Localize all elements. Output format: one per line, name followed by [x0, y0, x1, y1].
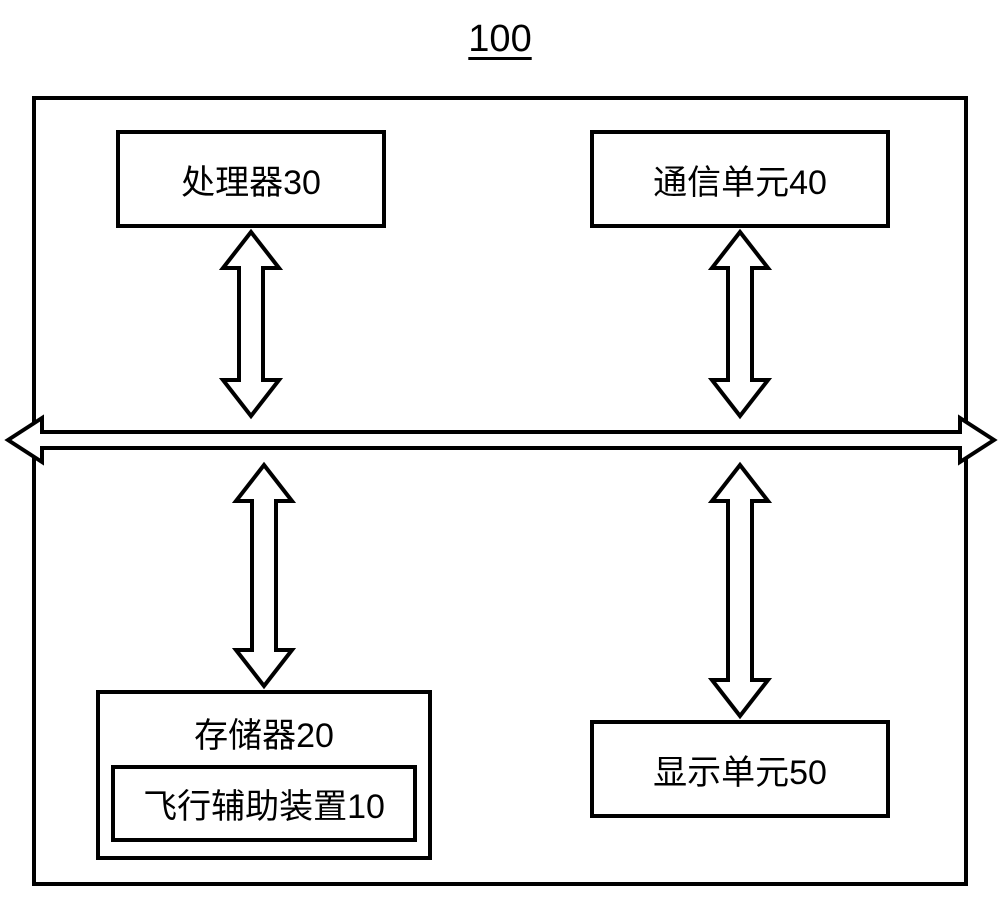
display-unit-block: 显示单元50	[590, 720, 890, 818]
comm-unit-block: 通信单元40	[590, 130, 890, 228]
comm-unit-label: 通信单元40	[653, 155, 827, 204]
flight-assist-block: 飞行辅助装置10	[111, 765, 417, 842]
memory-block: 存储器20 飞行辅助装置10	[96, 690, 432, 860]
memory-label: 存储器20	[194, 708, 334, 757]
processor-block: 处理器30	[116, 130, 386, 228]
flight-assist-label: 飞行辅助装置10	[143, 779, 385, 828]
display-unit-label: 显示单元50	[653, 745, 827, 794]
diagram-title: 100	[468, 18, 531, 61]
processor-label: 处理器30	[181, 155, 321, 204]
